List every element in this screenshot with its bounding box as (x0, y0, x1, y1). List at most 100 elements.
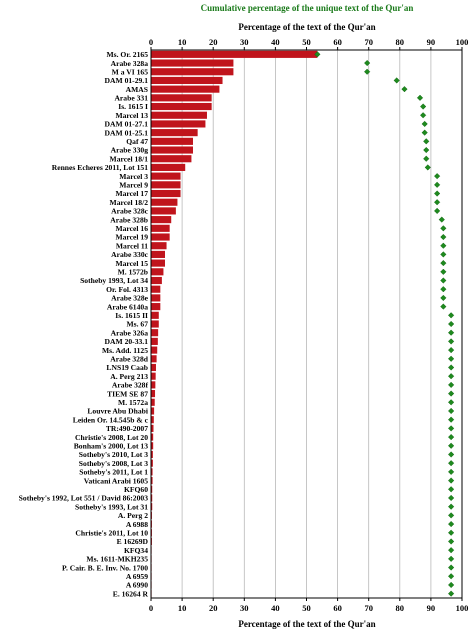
cumulative-point (448, 486, 455, 493)
category-label: Arabe 328c (111, 207, 149, 216)
cumulative-point (440, 294, 447, 301)
tick-label-bottom: 10 (178, 603, 187, 613)
category-label: E 16269D (117, 537, 149, 546)
cumulative-point (448, 347, 455, 354)
category-label: Marcel 19 (115, 233, 148, 242)
cumulative-point (448, 477, 455, 484)
bar (151, 363, 156, 372)
category-label: TIEM SE 87 (107, 389, 148, 398)
cumulative-point (448, 468, 455, 475)
category-label: AMAS (126, 85, 148, 94)
category-label: TR:490-2007 (106, 424, 148, 433)
cumulative-point (440, 251, 447, 258)
bar (151, 207, 176, 215)
x-axis-label-top: Percentage of the text of the Qur'an (238, 22, 375, 32)
category-label: Marcel 16 (115, 224, 148, 233)
category-label: Sotheby's 2008, Lot 3 (79, 459, 148, 468)
category-label: Ms. 67 (126, 320, 148, 329)
cumulative-point (448, 320, 455, 328)
bar (151, 442, 154, 450)
bar (151, 233, 170, 241)
category-label: Marcel 15 (115, 259, 148, 268)
category-label: Marcel 9 (119, 181, 148, 190)
cumulative-point (434, 190, 441, 197)
cumulative-point (448, 520, 455, 528)
category-label: Arabe 330c (111, 250, 149, 259)
cumulative-point (421, 129, 428, 136)
cumulative-point (421, 120, 428, 128)
bar (151, 268, 164, 276)
cumulative-point (448, 433, 455, 441)
cumulative-point (448, 407, 455, 415)
category-label: KFQ60 (124, 485, 148, 494)
category-label: Arabe 326a (111, 328, 149, 337)
tick-label-top: 50 (302, 37, 311, 47)
category-label: Rennes Echeres 2011, Lot 151 (52, 163, 148, 172)
cumulative-point (401, 86, 408, 93)
bar (151, 450, 153, 459)
cumulative-point (448, 364, 455, 371)
bar (151, 381, 156, 389)
cumulative-point (416, 94, 424, 101)
cumulative-point (434, 181, 441, 188)
category-label: KFQ34 (124, 546, 148, 555)
bar (151, 459, 153, 467)
category-label: Sotheby 1993, Lot 34 (80, 276, 148, 285)
category-label: M. 1572a (118, 398, 148, 407)
bar (151, 329, 159, 337)
category-label: Qaf 47 (126, 137, 148, 146)
cumulative-point (448, 538, 455, 545)
cumulative-point (448, 416, 455, 423)
bar (151, 311, 159, 319)
category-label: Arabe 328f (112, 381, 149, 390)
tick-label-bottom: 70 (364, 603, 373, 613)
category-label: Bonham's 2000, Lot 13 (74, 441, 148, 450)
cumulative-point (393, 77, 400, 84)
bar (151, 172, 181, 180)
tick-label-bottom: 60 (333, 603, 342, 613)
tick-label-bottom: 50 (302, 603, 311, 613)
category-label: Christie's 2011, Lot 10 (75, 528, 148, 537)
category-label: Arabe 328d (110, 354, 149, 363)
bar (151, 337, 158, 345)
bar (151, 198, 178, 206)
category-label: DAM 01-27.1 (105, 120, 149, 129)
bar (151, 468, 153, 476)
bar (151, 94, 212, 102)
tick-label-bottom: 30 (240, 603, 249, 613)
category-label: Is. 1615 I (118, 102, 148, 111)
cumulative-point (448, 512, 455, 519)
category-label: Arabe 328a (111, 59, 149, 68)
tick-label-top: 60 (333, 37, 342, 47)
cumulative-point (448, 460, 455, 467)
cumulative-point (448, 564, 455, 571)
category-label: Arabe 330g (111, 146, 149, 155)
bar (151, 372, 156, 380)
cumulative-point (438, 216, 445, 223)
category-label: Is. 1615 II (115, 311, 148, 320)
cumulative-point (420, 103, 427, 110)
cumulative-point (314, 51, 321, 58)
cumulative-point (448, 494, 455, 502)
bar (151, 433, 154, 441)
tick-label-top: 70 (364, 37, 373, 47)
x-axis-label-bottom: Percentage of the text of the Qur'an (238, 619, 375, 629)
cumulative-point (448, 529, 455, 536)
bar (151, 285, 161, 293)
cumulative-point (440, 242, 447, 249)
bar (151, 355, 157, 363)
cumulative-point (448, 355, 455, 362)
tick-label-bottom: 20 (209, 603, 218, 613)
category-label: Marcel 11 (116, 241, 148, 250)
cumulative-point (448, 590, 455, 597)
tick-label-top: 10 (178, 37, 187, 47)
cumulative-point (440, 260, 447, 267)
category-label: A 6959 (126, 572, 148, 581)
category-label: A 6990 (126, 581, 148, 590)
category-label: Louvre Abu Dhabi (87, 407, 148, 416)
bar (151, 189, 181, 198)
chart-title: Cumulative percentage of the unique text… (201, 3, 414, 13)
bar (151, 102, 212, 111)
cumulative-point (448, 442, 455, 449)
